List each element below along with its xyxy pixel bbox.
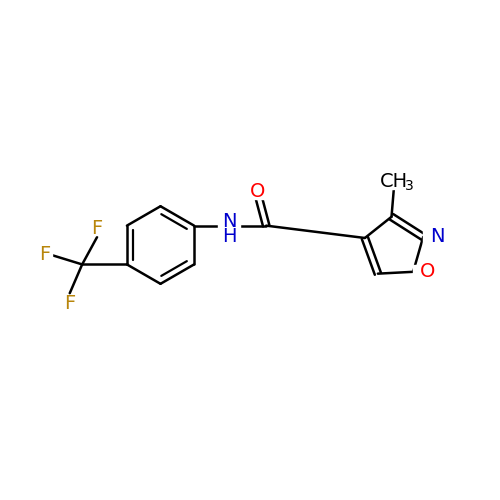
Text: 3: 3: [405, 180, 413, 194]
Text: F: F: [64, 294, 76, 312]
Bar: [64, 295, 76, 309]
Text: N: N: [222, 212, 236, 231]
Bar: [218, 216, 240, 240]
Text: O: O: [420, 262, 436, 281]
Bar: [91, 221, 104, 235]
Bar: [422, 230, 438, 244]
Bar: [38, 248, 52, 262]
Text: F: F: [92, 218, 102, 238]
Text: N: N: [430, 228, 444, 246]
Bar: [250, 185, 264, 199]
Bar: [387, 173, 414, 189]
Text: F: F: [39, 245, 50, 264]
Bar: [412, 265, 428, 279]
Text: O: O: [250, 182, 265, 202]
Text: CH: CH: [380, 172, 408, 190]
Text: H: H: [222, 227, 236, 246]
